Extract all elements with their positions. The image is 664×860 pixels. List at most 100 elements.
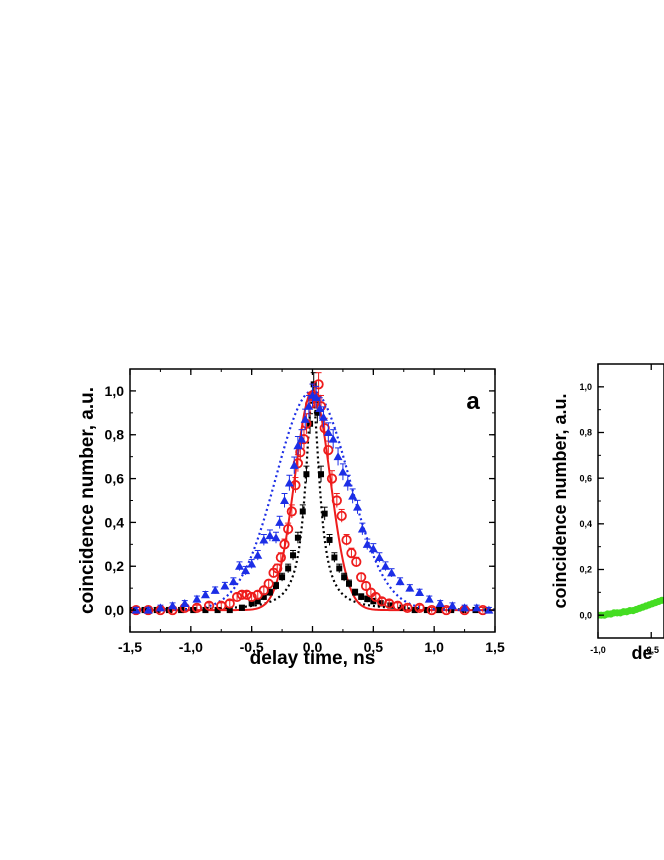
series-blue-triangles (131, 383, 494, 614)
data-point (415, 588, 425, 597)
data-point (258, 585, 269, 596)
y-tick-label: 0,4 (579, 519, 592, 529)
x-tick-label: -0,5 (240, 639, 264, 655)
data-point (180, 599, 190, 608)
data-point (272, 563, 283, 574)
data-point (314, 409, 321, 416)
data-point (323, 444, 334, 456)
x-axis-label: delay time, ns (250, 648, 376, 669)
data-point (210, 585, 220, 594)
data-point (387, 602, 394, 609)
data-point (311, 392, 321, 401)
data-point (284, 478, 294, 487)
data-point (235, 561, 244, 570)
data-point (293, 441, 303, 450)
data-point (247, 559, 257, 568)
data-point (214, 607, 221, 614)
x-tick-label: 0,0 (303, 639, 323, 655)
data-point (411, 607, 418, 614)
data-point (202, 607, 209, 614)
x-tick-label: -1,0 (179, 639, 203, 655)
data-point (387, 568, 397, 577)
x-tick-label: 1,0 (424, 639, 444, 655)
data-point (254, 598, 261, 605)
data-point (236, 589, 248, 600)
x-tick-label: -1,5 (118, 639, 142, 655)
data-point (405, 583, 415, 592)
y-tick-label: 0,8 (105, 427, 125, 443)
data-point (266, 589, 273, 596)
y-tick-label: 1,0 (579, 382, 592, 392)
data-point (155, 603, 165, 612)
data-point (352, 589, 359, 596)
data-point (228, 577, 238, 586)
data-point (424, 594, 434, 603)
x-tick-label: 0,5 (364, 639, 384, 655)
data-point (377, 600, 384, 607)
y-tick-label: 0,0 (579, 610, 592, 620)
y-tick-label: 0,6 (579, 473, 592, 483)
plot-area (598, 596, 664, 619)
panel-label: a (466, 388, 480, 415)
data-point (253, 550, 263, 559)
y-tick-label: 0,4 (105, 514, 125, 530)
data-point (238, 604, 245, 611)
data-point (472, 603, 482, 612)
data-point (358, 593, 365, 600)
data-point (220, 581, 230, 590)
data-point (283, 523, 294, 535)
y-tick-label: 0,2 (579, 565, 592, 575)
x-tick-label: 1,5 (485, 639, 505, 655)
data-point (336, 565, 343, 572)
data-point (224, 598, 235, 609)
data-point (351, 556, 362, 567)
data-point (381, 561, 390, 570)
y-tick-label: 0,2 (105, 558, 125, 574)
data-point (331, 495, 342, 506)
data-point (168, 601, 178, 610)
y-tick-label: 1,0 (105, 383, 125, 399)
data-point (364, 596, 371, 603)
data-point (392, 600, 403, 611)
data-point (318, 471, 325, 478)
data-point (341, 534, 352, 546)
data-point (362, 539, 372, 548)
data-point (294, 534, 301, 541)
data-point (321, 510, 328, 517)
data-point (286, 506, 297, 517)
data-point (280, 496, 290, 504)
data-point (484, 605, 494, 614)
data-point (346, 547, 357, 559)
data-point (303, 471, 310, 478)
data-point (658, 596, 664, 604)
y-tick-label: 0,6 (105, 470, 125, 486)
data-point (192, 594, 202, 603)
data-point (263, 578, 274, 589)
data-point (435, 599, 445, 608)
chart-panel-a: 0,0 0,2 0,4 0,6 0,8 1,0 -1,5 -1,0 -0,5 0,0 0,5 1,0 1… (77, 368, 505, 669)
x-tick-label: -0,5 (643, 645, 659, 655)
data-point (460, 603, 470, 612)
data-point (441, 604, 452, 616)
data-point (357, 524, 367, 533)
plot-area (130, 372, 495, 616)
data-point (299, 508, 306, 515)
data-point (356, 572, 367, 583)
data-point (241, 566, 251, 575)
data-point (447, 601, 457, 610)
data-point (241, 589, 252, 600)
data-point (328, 434, 338, 443)
data-point (319, 423, 330, 434)
data-point (279, 574, 286, 581)
data-point (326, 473, 338, 484)
data-point (297, 434, 307, 443)
data-point (203, 600, 215, 611)
data-point (353, 502, 363, 511)
data-point (200, 590, 210, 599)
data-point (323, 428, 333, 437)
data-point (346, 580, 352, 587)
data-point (259, 535, 269, 544)
data-point (300, 414, 310, 423)
data-point (368, 544, 378, 553)
